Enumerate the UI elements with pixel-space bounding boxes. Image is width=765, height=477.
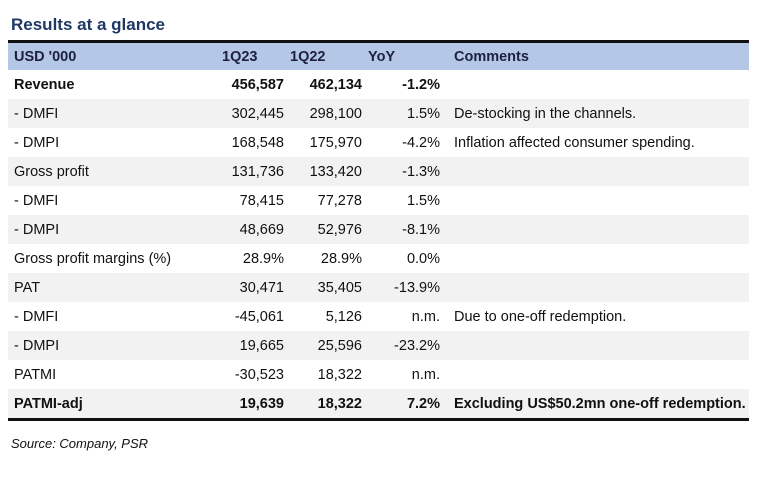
- cell-comment: [440, 157, 749, 186]
- cell-1q22: 18,322: [317, 366, 362, 383]
- cell-comment: Due to one-off redemption.: [454, 308, 627, 325]
- cell-1q23: 168,548: [231, 134, 284, 151]
- row-label: Gross profit: [8, 157, 216, 186]
- source-note: Source: Company, PSR: [11, 436, 149, 451]
- cell-yoy: -1.3%: [362, 157, 440, 186]
- cell-1q23: 30,471: [216, 273, 284, 302]
- cell-1q22: 52,976: [284, 215, 362, 244]
- table-row: - DMPI 168,548 175,970 -4.2% Inflation a…: [8, 128, 749, 157]
- cell-yoy: -4.2%: [402, 134, 440, 151]
- table-row: - DMPI 19,665 25,596 -23.2%: [8, 331, 749, 360]
- cell-1q22: 5,126: [325, 308, 362, 325]
- results-table: USD '000 1Q23 1Q22 YoY Comments Revenue …: [8, 40, 749, 421]
- cell-comment: De-stocking in the channels.: [440, 99, 749, 128]
- cell-1q23: 302,445: [216, 99, 284, 128]
- cell-comment: [440, 331, 749, 360]
- table-row: - DMFI 78,415 77,278 1.5%: [8, 186, 749, 215]
- cell-comment: [440, 273, 749, 302]
- row-label: - DMFI: [8, 99, 216, 128]
- table-row: Gross profit margins (%) 28.9% 28.9% 0.0…: [8, 244, 749, 273]
- table-row: PATMI-adj 19,639 18,322 7.2% Excluding U…: [8, 389, 749, 420]
- cell-1q22: 28.9%: [320, 250, 362, 267]
- cell-yoy: n.m.: [411, 308, 440, 325]
- cell-1q23: 28.9%: [242, 250, 284, 267]
- table-row: - DMPI 48,669 52,976 -8.1%: [8, 215, 749, 244]
- cell-yoy: -1.2%: [402, 76, 440, 93]
- header-comments: Comments: [440, 40, 749, 70]
- cell-1q23: 78,415: [239, 192, 284, 209]
- cell-1q23: 48,669: [216, 215, 284, 244]
- table-row: PAT 30,471 35,405 -13.9%: [8, 273, 749, 302]
- table-row: - DMFI -45,061 5,126 n.m. Due to one-off…: [8, 302, 749, 331]
- cell-yoy: 1.5%: [406, 192, 440, 209]
- row-label: - DMFI: [14, 308, 59, 325]
- row-label: PATMI-adj: [8, 389, 216, 420]
- table-row: Revenue 456,587 462,134 -1.2%: [8, 70, 749, 99]
- cell-yoy: 7.2%: [362, 389, 440, 420]
- cell-comment: [440, 70, 749, 99]
- row-label: Gross profit margins (%): [14, 250, 172, 267]
- cell-yoy: 0.0%: [406, 250, 440, 267]
- cell-yoy: -23.2%: [362, 331, 440, 360]
- row-label: PAT: [8, 273, 216, 302]
- cell-1q22: 18,322: [284, 389, 362, 420]
- cell-1q23: 19,665: [216, 331, 284, 360]
- cell-1q22: 462,134: [309, 76, 362, 93]
- cell-1q23: 131,736: [216, 157, 284, 186]
- row-label: - DMPI: [8, 331, 216, 360]
- cell-1q22: 175,970: [309, 134, 362, 151]
- cell-1q23: 19,639: [216, 389, 284, 420]
- header-usd: USD '000: [8, 40, 216, 70]
- table-row: - DMFI 302,445 298,100 1.5% De-stocking …: [8, 99, 749, 128]
- row-label: PATMI: [14, 366, 57, 383]
- cell-yoy: 1.5%: [362, 99, 440, 128]
- table-header-row: USD '000 1Q23 1Q22 YoY Comments: [8, 40, 749, 70]
- cell-1q22: 133,420: [284, 157, 362, 186]
- cell-comment: [440, 244, 749, 273]
- header-yoy: YoY: [362, 40, 440, 70]
- cell-comment: Excluding US$50.2mn one-off redemption.: [440, 389, 749, 420]
- cell-1q22: 298,100: [284, 99, 362, 128]
- cell-1q22: 77,278: [317, 192, 362, 209]
- cell-1q22: 25,596: [284, 331, 362, 360]
- cell-1q23: 456,587: [231, 76, 284, 93]
- header-1q23: 1Q23: [216, 40, 284, 70]
- cell-yoy: -13.9%: [362, 273, 440, 302]
- header-1q22: 1Q22: [284, 40, 362, 70]
- row-label: - DMFI: [14, 192, 59, 209]
- table-row: PATMI -30,523 18,322 n.m.: [8, 360, 749, 389]
- cell-1q22: 35,405: [284, 273, 362, 302]
- page-title: Results at a glance: [11, 15, 166, 34]
- cell-comment: [440, 186, 749, 215]
- row-label: - DMPI: [14, 134, 60, 151]
- cell-1q23: -45,061: [234, 308, 284, 325]
- cell-yoy: -8.1%: [362, 215, 440, 244]
- cell-comment: [440, 215, 749, 244]
- cell-1q23: -30,523: [234, 366, 284, 383]
- row-label: - DMPI: [8, 215, 216, 244]
- cell-comment: Inflation affected consumer spending.: [454, 134, 695, 151]
- cell-yoy: n.m.: [411, 366, 440, 383]
- cell-comment: [440, 360, 749, 389]
- table-row: Gross profit 131,736 133,420 -1.3%: [8, 157, 749, 186]
- row-label: Revenue: [14, 76, 75, 93]
